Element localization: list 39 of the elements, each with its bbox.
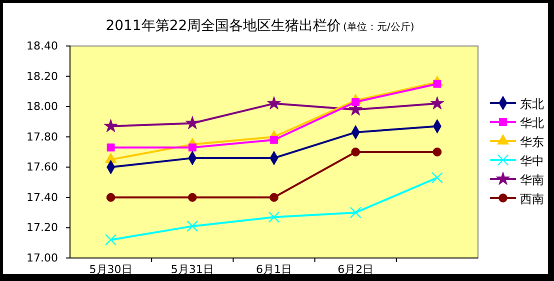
legend-label: 西南	[520, 192, 544, 206]
point	[188, 193, 197, 202]
point	[104, 119, 118, 132]
point	[188, 144, 196, 152]
y-tick-label: 18.20	[26, 70, 58, 83]
chart-subtitle: (单位：元/公斤)	[343, 21, 414, 33]
point	[430, 96, 444, 110]
point	[267, 96, 281, 110]
y-tick-label: 17.80	[26, 130, 58, 144]
point	[270, 193, 278, 202]
legend-label: 华北	[520, 116, 544, 130]
point	[106, 144, 115, 152]
point	[186, 220, 198, 232]
point	[432, 148, 442, 156]
point	[105, 234, 117, 246]
legend-label: 华南	[520, 173, 544, 187]
y-tick-label: 17.20	[26, 221, 58, 234]
x-tick-label: 6月2日	[338, 263, 374, 276]
point	[270, 136, 278, 144]
y-tick-label: 17.60	[26, 160, 58, 174]
y-tick-label: 18.40	[26, 40, 58, 53]
point	[352, 98, 360, 106]
legend-label: 华东	[520, 135, 544, 149]
point	[433, 80, 442, 88]
point	[106, 193, 116, 202]
point	[431, 172, 443, 184]
point	[351, 148, 360, 156]
y-tick-label: 17.00	[26, 252, 58, 265]
legend-label: 东北	[520, 97, 544, 111]
y-tick-label: 17.40	[26, 190, 58, 204]
point	[350, 206, 362, 218]
x-tick-label: 5月30日	[89, 263, 132, 276]
x-tick-label: 5月31日	[170, 263, 214, 276]
point	[185, 116, 200, 130]
legend-label: 华中	[520, 154, 544, 168]
x-tick-label: 6月1日	[256, 263, 292, 276]
y-tick-label: 18.00	[26, 100, 58, 114]
point	[268, 211, 280, 223]
chart-title: 2011年第22周全国各地区生猪出栏价	[106, 18, 342, 34]
